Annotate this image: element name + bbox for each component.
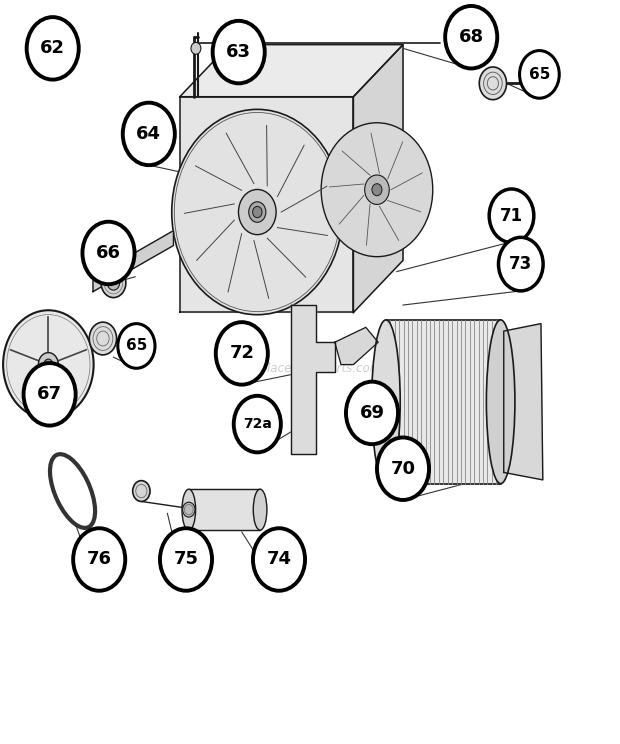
- Polygon shape: [353, 45, 403, 312]
- Circle shape: [38, 353, 58, 376]
- Circle shape: [445, 6, 497, 68]
- Circle shape: [321, 123, 433, 257]
- Circle shape: [182, 502, 195, 517]
- Circle shape: [44, 359, 53, 370]
- Text: 75: 75: [174, 551, 198, 568]
- Circle shape: [89, 322, 117, 355]
- Text: 65: 65: [126, 339, 147, 353]
- Circle shape: [252, 206, 262, 218]
- Ellipse shape: [486, 320, 515, 484]
- Circle shape: [213, 21, 265, 83]
- Circle shape: [73, 528, 125, 591]
- Polygon shape: [335, 327, 378, 365]
- Text: 73: 73: [509, 255, 533, 273]
- Text: 62: 62: [40, 39, 65, 57]
- Circle shape: [172, 109, 343, 315]
- Circle shape: [239, 190, 276, 234]
- Circle shape: [249, 202, 266, 222]
- Text: 72: 72: [229, 344, 254, 362]
- Circle shape: [234, 396, 281, 452]
- Circle shape: [101, 268, 126, 298]
- Text: 70: 70: [391, 460, 415, 478]
- Circle shape: [216, 322, 268, 385]
- Ellipse shape: [182, 490, 196, 530]
- Circle shape: [365, 175, 389, 205]
- Polygon shape: [386, 320, 501, 484]
- Circle shape: [498, 237, 543, 291]
- Ellipse shape: [253, 490, 267, 530]
- Circle shape: [107, 275, 120, 290]
- Text: 68: 68: [459, 28, 484, 46]
- Circle shape: [24, 363, 76, 426]
- Polygon shape: [93, 231, 174, 292]
- Polygon shape: [291, 305, 335, 454]
- Polygon shape: [503, 324, 543, 480]
- Circle shape: [479, 67, 507, 100]
- Circle shape: [253, 528, 305, 591]
- Circle shape: [489, 189, 534, 243]
- Text: eReplacementParts.com: eReplacementParts.com: [238, 362, 382, 375]
- Circle shape: [123, 103, 175, 165]
- Circle shape: [27, 17, 79, 80]
- Circle shape: [346, 382, 398, 444]
- Ellipse shape: [372, 320, 401, 484]
- Text: 69: 69: [360, 404, 384, 422]
- Text: 64: 64: [136, 125, 161, 143]
- Circle shape: [3, 310, 94, 419]
- Circle shape: [133, 481, 150, 501]
- Text: 76: 76: [87, 551, 112, 568]
- Circle shape: [377, 437, 429, 500]
- Circle shape: [372, 184, 382, 196]
- Text: 65: 65: [529, 67, 550, 82]
- Polygon shape: [188, 490, 260, 530]
- Circle shape: [191, 42, 201, 54]
- Text: 63: 63: [226, 43, 251, 61]
- Text: 71: 71: [500, 207, 523, 225]
- Text: 72a: 72a: [243, 417, 272, 431]
- Circle shape: [160, 528, 212, 591]
- Text: 66: 66: [96, 244, 121, 262]
- Polygon shape: [180, 45, 403, 97]
- Text: 74: 74: [267, 551, 291, 568]
- Text: 67: 67: [37, 385, 62, 403]
- Circle shape: [520, 51, 559, 98]
- Polygon shape: [180, 97, 353, 312]
- Circle shape: [118, 324, 155, 368]
- Circle shape: [82, 222, 135, 284]
